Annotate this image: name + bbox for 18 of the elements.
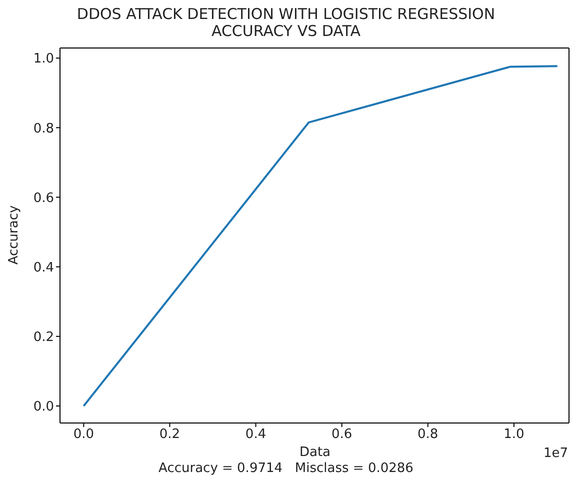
y-tick-label: 0.8 xyxy=(33,121,54,136)
y-axis-title: Accuracy xyxy=(6,205,22,265)
x-tick-label: 0.4 xyxy=(245,427,266,442)
text: Accuracy = 0.9714 Misclass = 0.0286 xyxy=(158,461,414,476)
text: 1e7 xyxy=(543,446,568,461)
line-series xyxy=(82,65,558,407)
y-tick-label: 0.6 xyxy=(33,190,54,206)
chart-title: DDOS ATTACK DETECTION WITH LOGISTIC REGRESSION ACCURACY VS DATA xyxy=(76,5,496,40)
x-tick-label: 0.6 xyxy=(331,427,352,442)
x-tick-label: 0.8 xyxy=(418,427,438,442)
y-tick-label: 0.0 xyxy=(33,400,54,415)
y-tick-label: 0.2 xyxy=(33,330,54,345)
x-axis-title: Data xyxy=(299,445,331,460)
x-tick-label: 0.2 xyxy=(159,427,180,442)
x-tick-label: 0.0 xyxy=(73,427,94,442)
y-tick-label: 1.0 xyxy=(33,52,54,67)
x-tick-label: 1.0 xyxy=(504,427,524,442)
y-tick-label: 0.4 xyxy=(33,260,54,276)
